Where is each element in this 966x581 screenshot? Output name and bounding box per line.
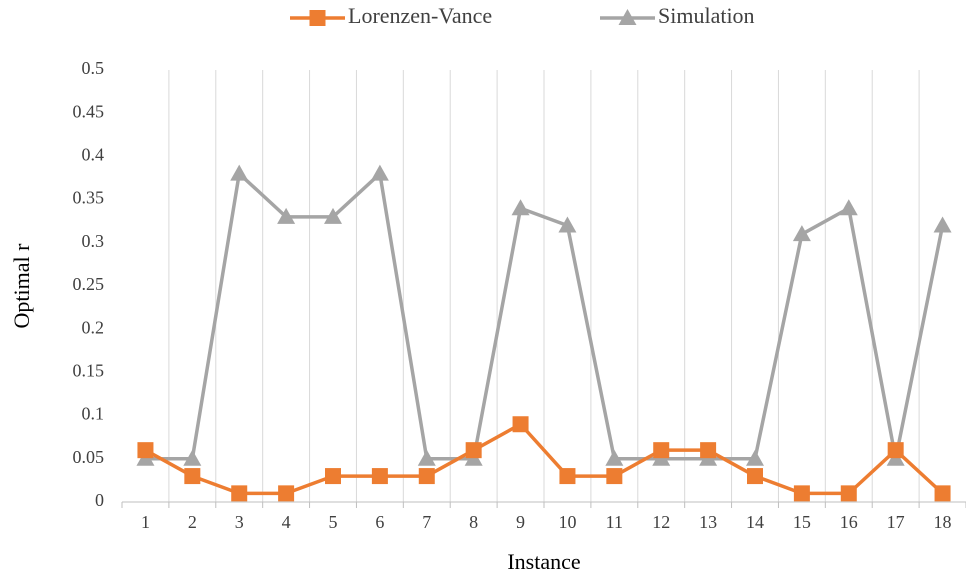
y-tick-label: 0 — [95, 490, 104, 510]
series-line — [145, 171, 945, 461]
data-point — [371, 468, 388, 485]
y-tick-label: 0.15 — [73, 361, 105, 381]
data-point — [231, 485, 248, 502]
data-point — [840, 485, 857, 502]
data-point — [512, 416, 529, 433]
x-tick-label: 9 — [516, 512, 525, 532]
legend-label: Simulation — [658, 3, 755, 28]
y-tick-label: 0.05 — [73, 447, 105, 467]
data-point — [417, 449, 436, 466]
data-point — [277, 207, 296, 224]
data-point — [793, 485, 810, 502]
y-tick-label: 0.45 — [73, 101, 105, 121]
data-point — [887, 442, 904, 459]
data-point — [792, 225, 811, 242]
x-tick-label: 10 — [558, 512, 576, 532]
data-point — [465, 442, 482, 459]
data-point — [558, 216, 577, 233]
data-point — [700, 442, 717, 459]
data-point — [934, 485, 951, 502]
x-tick-label: 3 — [235, 512, 244, 532]
data-point — [183, 449, 202, 466]
x-tick-label: 14 — [746, 512, 764, 532]
data-point — [137, 442, 154, 459]
legend-marker — [618, 9, 637, 25]
data-point — [747, 468, 763, 485]
x-tick-label: 15 — [793, 512, 811, 532]
data-point — [511, 199, 530, 216]
data-point — [278, 485, 295, 502]
data-point — [559, 468, 576, 485]
y-tick-label: 0.4 — [82, 145, 105, 165]
x-tick-label: 12 — [652, 512, 670, 532]
y-tick-label: 0.1 — [82, 404, 105, 424]
data-point — [605, 449, 624, 466]
x-tick-label: 1 — [141, 512, 150, 532]
x-tick-label: 4 — [282, 512, 291, 532]
data-point — [653, 442, 670, 459]
x-tick-label: 8 — [469, 512, 478, 532]
data-point — [839, 199, 858, 216]
x-tick-label: 2 — [188, 512, 197, 532]
y-tick-label: 0.25 — [73, 274, 105, 294]
x-tick-label: 6 — [375, 512, 384, 532]
legend-marker — [309, 10, 326, 26]
y-tick-label: 0.5 — [82, 58, 105, 78]
data-point — [184, 468, 201, 485]
legend-label: Lorenzen-Vance — [348, 3, 492, 28]
x-tick-label: 5 — [329, 512, 338, 532]
data-point — [746, 449, 764, 466]
y-tick-label: 0.35 — [73, 188, 105, 208]
data-point — [324, 207, 342, 224]
data-point — [325, 468, 341, 485]
data-point — [230, 164, 249, 181]
y-axis-title: Optimal r — [9, 243, 34, 329]
data-point — [606, 468, 623, 485]
x-tick-label: 11 — [606, 512, 623, 532]
x-tick-label: 7 — [422, 512, 431, 532]
x-axis-title: Instance — [507, 549, 580, 574]
x-tick-label: 18 — [934, 512, 952, 532]
data-point — [933, 216, 952, 233]
x-tick-label: 13 — [699, 512, 717, 532]
x-tick-label: 17 — [887, 512, 905, 532]
y-tick-label: 0.3 — [82, 231, 105, 251]
data-point — [418, 468, 435, 485]
data-point — [370, 164, 389, 181]
x-tick-label: 16 — [840, 512, 858, 532]
y-tick-label: 0.2 — [82, 317, 105, 337]
